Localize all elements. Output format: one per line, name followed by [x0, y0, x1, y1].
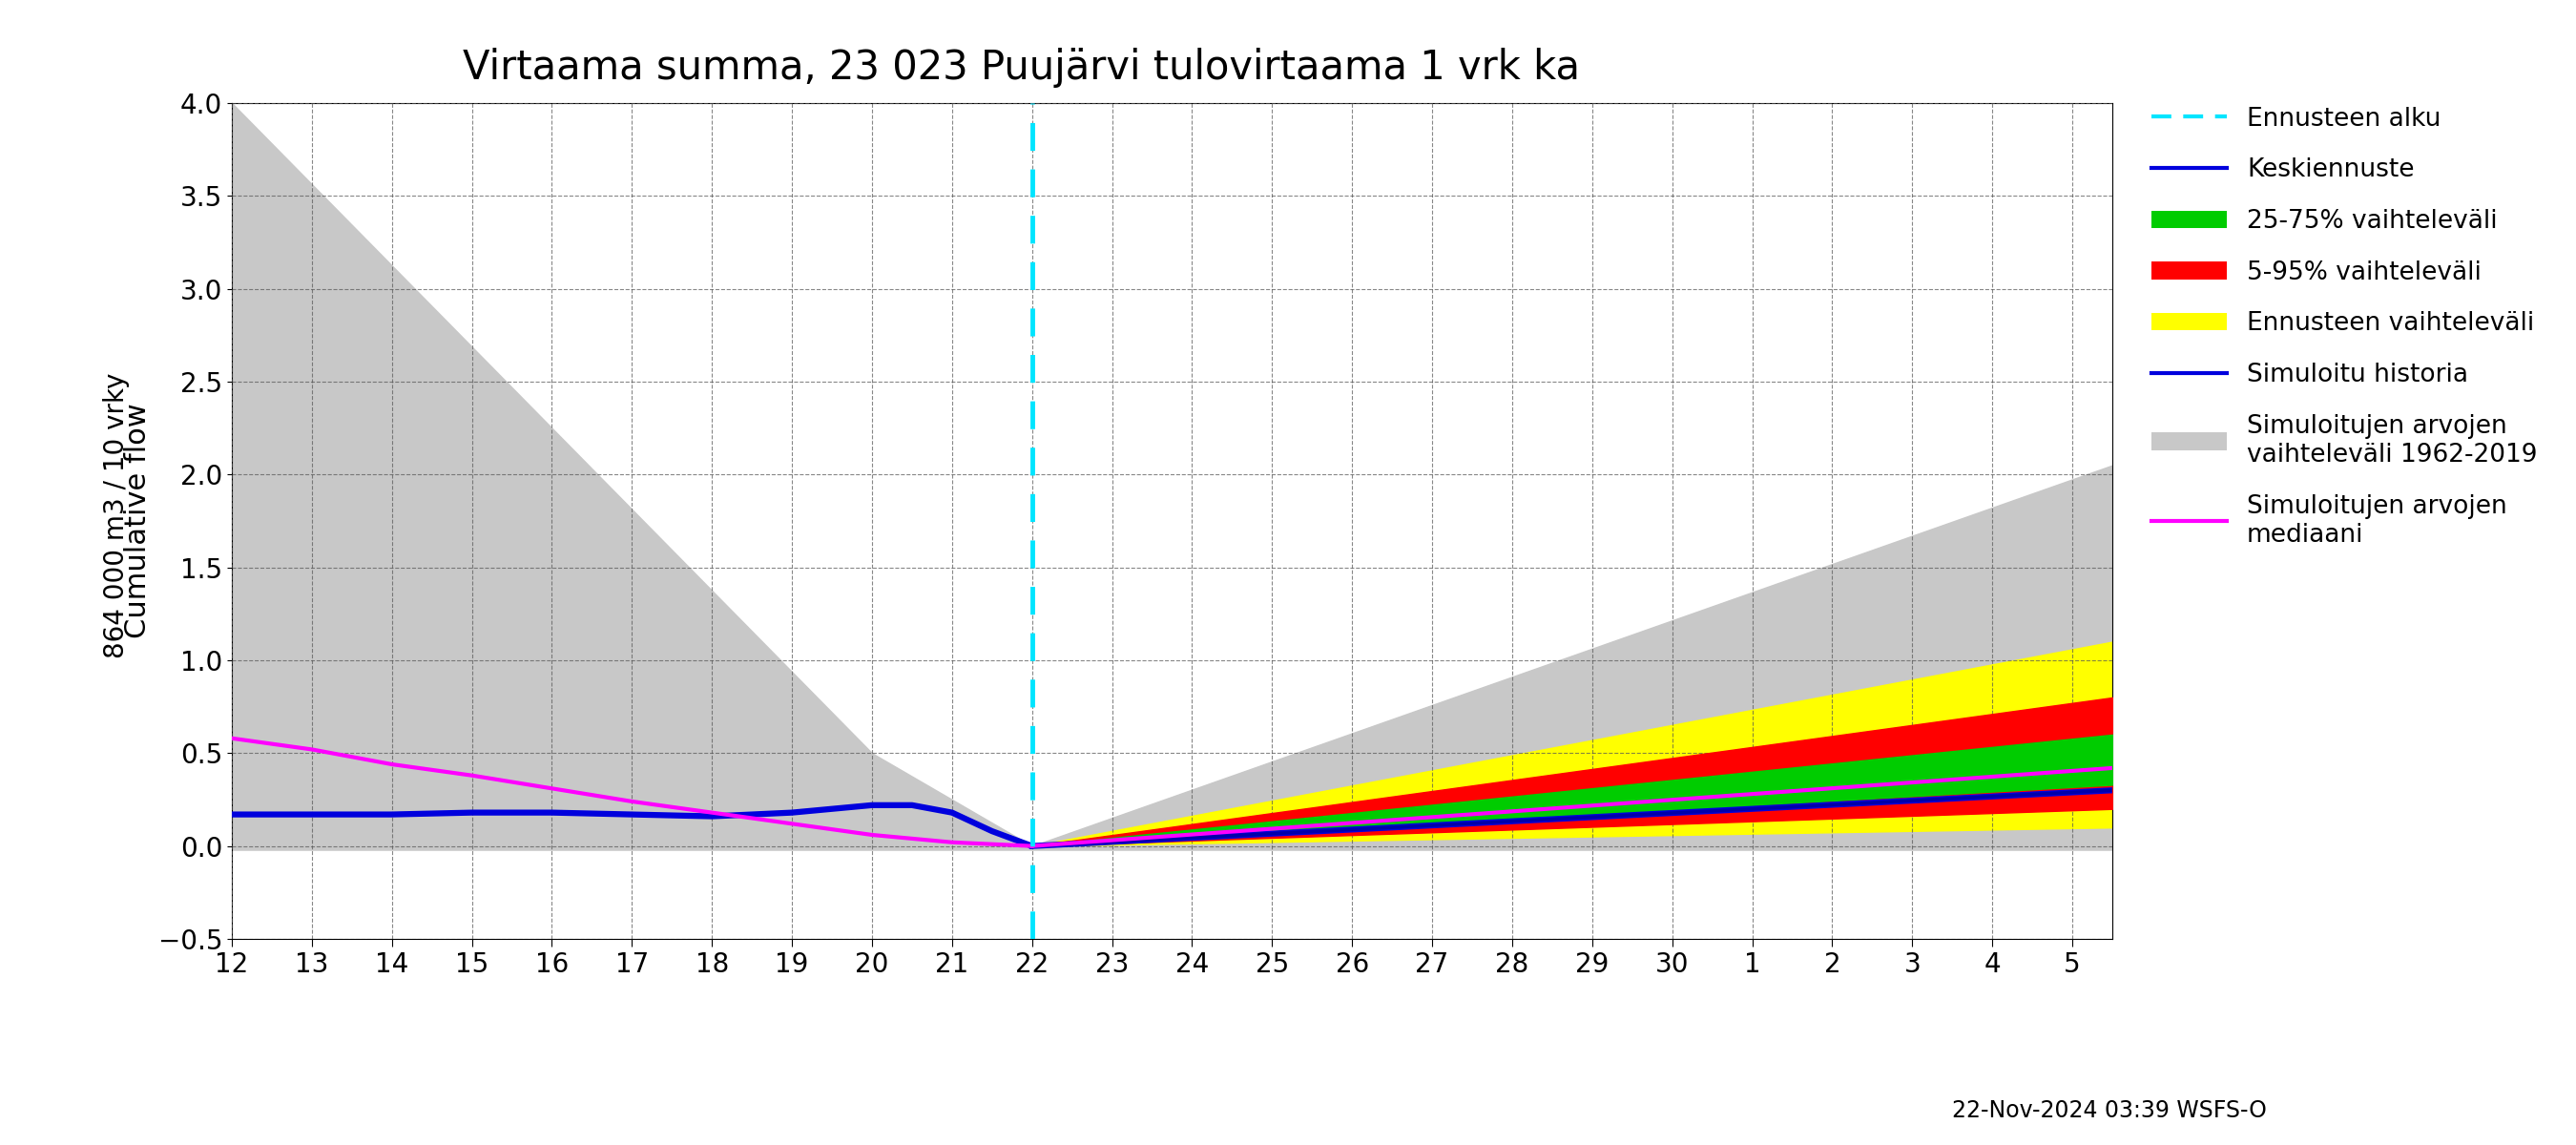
- Title: Virtaama summa, 23 023 Puujärvi tulovirtaama 1 vrk ka: Virtaama summa, 23 023 Puujärvi tulovirt…: [464, 48, 1579, 88]
- Text: 22-Nov-2024 03:39 WSFS-O: 22-Nov-2024 03:39 WSFS-O: [1953, 1099, 2267, 1122]
- Y-axis label: Cumulative flow: Cumulative flow: [124, 403, 152, 639]
- Text: 864 000 m3 / 10 vrky: 864 000 m3 / 10 vrky: [103, 372, 129, 658]
- Legend: Ennusteen alku, Keskiennuste, 25-75% vaihteleväli, 5-95% vaihteleväli, Ennusteen: Ennusteen alku, Keskiennuste, 25-75% vai…: [2143, 98, 2545, 555]
